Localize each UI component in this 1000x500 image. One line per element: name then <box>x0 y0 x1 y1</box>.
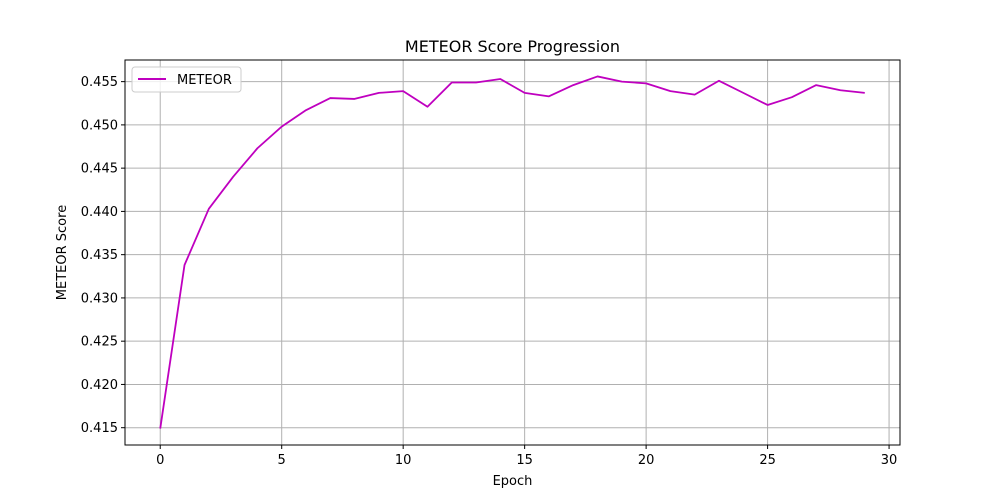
y-tick-label: 0.425 <box>81 335 118 350</box>
x-axis: 0 5 10 15 20 25 30 <box>156 445 897 468</box>
legend-box <box>131 66 242 93</box>
x-tick-label: 30 <box>881 453 898 468</box>
y-axis: 0.415 0.420 0.425 0.430 0.435 0.440 0.445 0.450… <box>81 75 125 436</box>
y-tick-label: 0.435 <box>81 248 118 263</box>
legend-label-meteor: METEOR <box>177 73 232 88</box>
x-tick-label: 5 <box>278 453 286 468</box>
y-tick-label: 0.440 <box>81 205 118 220</box>
legend: METEOR <box>131 66 242 93</box>
y-tick-label: 0.445 <box>81 162 118 177</box>
series-line-meteor <box>159 75 865 429</box>
y-axis-label: METEOR Score <box>55 205 70 300</box>
y-tick-label: 0.450 <box>81 118 118 133</box>
x-tick-label: 20 <box>638 453 655 468</box>
x-tick-label: 25 <box>759 453 776 468</box>
plot-area-frame <box>124 59 901 446</box>
grid <box>125 60 900 445</box>
x-tick-label: 15 <box>516 453 533 468</box>
y-tick-label: 0.415 <box>81 421 118 436</box>
y-tick-label: 0.455 <box>81 75 118 90</box>
x-tick-label: 0 <box>156 453 164 468</box>
x-tick-label: 10 <box>395 453 412 468</box>
x-axis-label: Epoch <box>493 474 533 489</box>
y-tick-label: 0.430 <box>81 291 118 306</box>
y-tick-label: 0.420 <box>81 378 118 393</box>
series-layer <box>159 75 865 429</box>
chart-title: METEOR Score Progression <box>405 37 620 56</box>
